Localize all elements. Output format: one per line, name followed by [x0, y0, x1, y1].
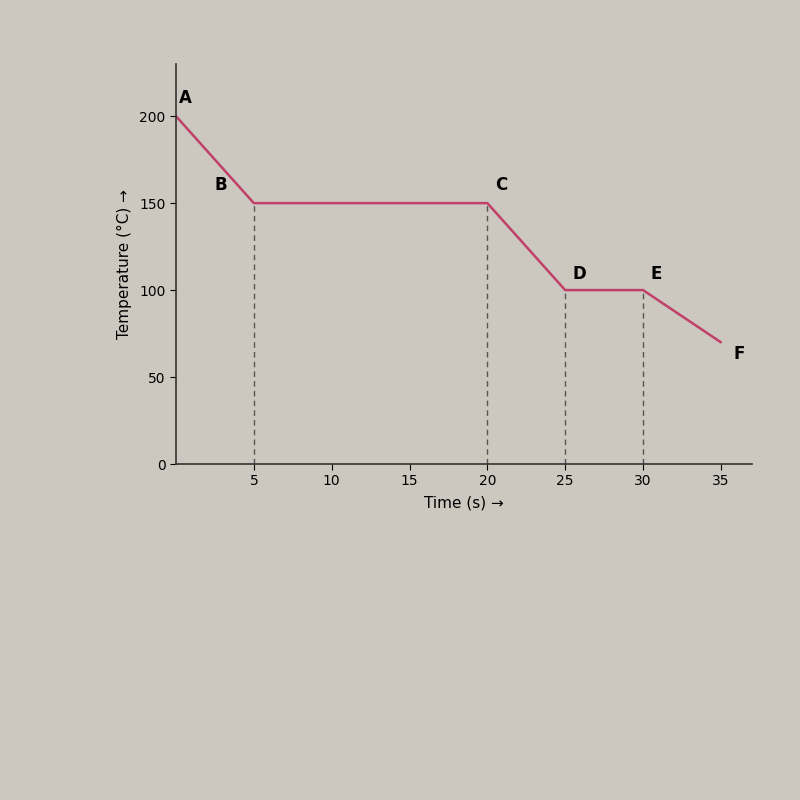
- Text: F: F: [734, 345, 745, 363]
- X-axis label: Time (s) →: Time (s) →: [424, 495, 504, 510]
- Text: D: D: [573, 265, 586, 283]
- Text: C: C: [495, 177, 507, 194]
- Text: E: E: [651, 265, 662, 283]
- Text: A: A: [179, 90, 192, 107]
- Text: B: B: [215, 177, 227, 194]
- Y-axis label: Temperature (°C) →: Temperature (°C) →: [118, 189, 132, 339]
